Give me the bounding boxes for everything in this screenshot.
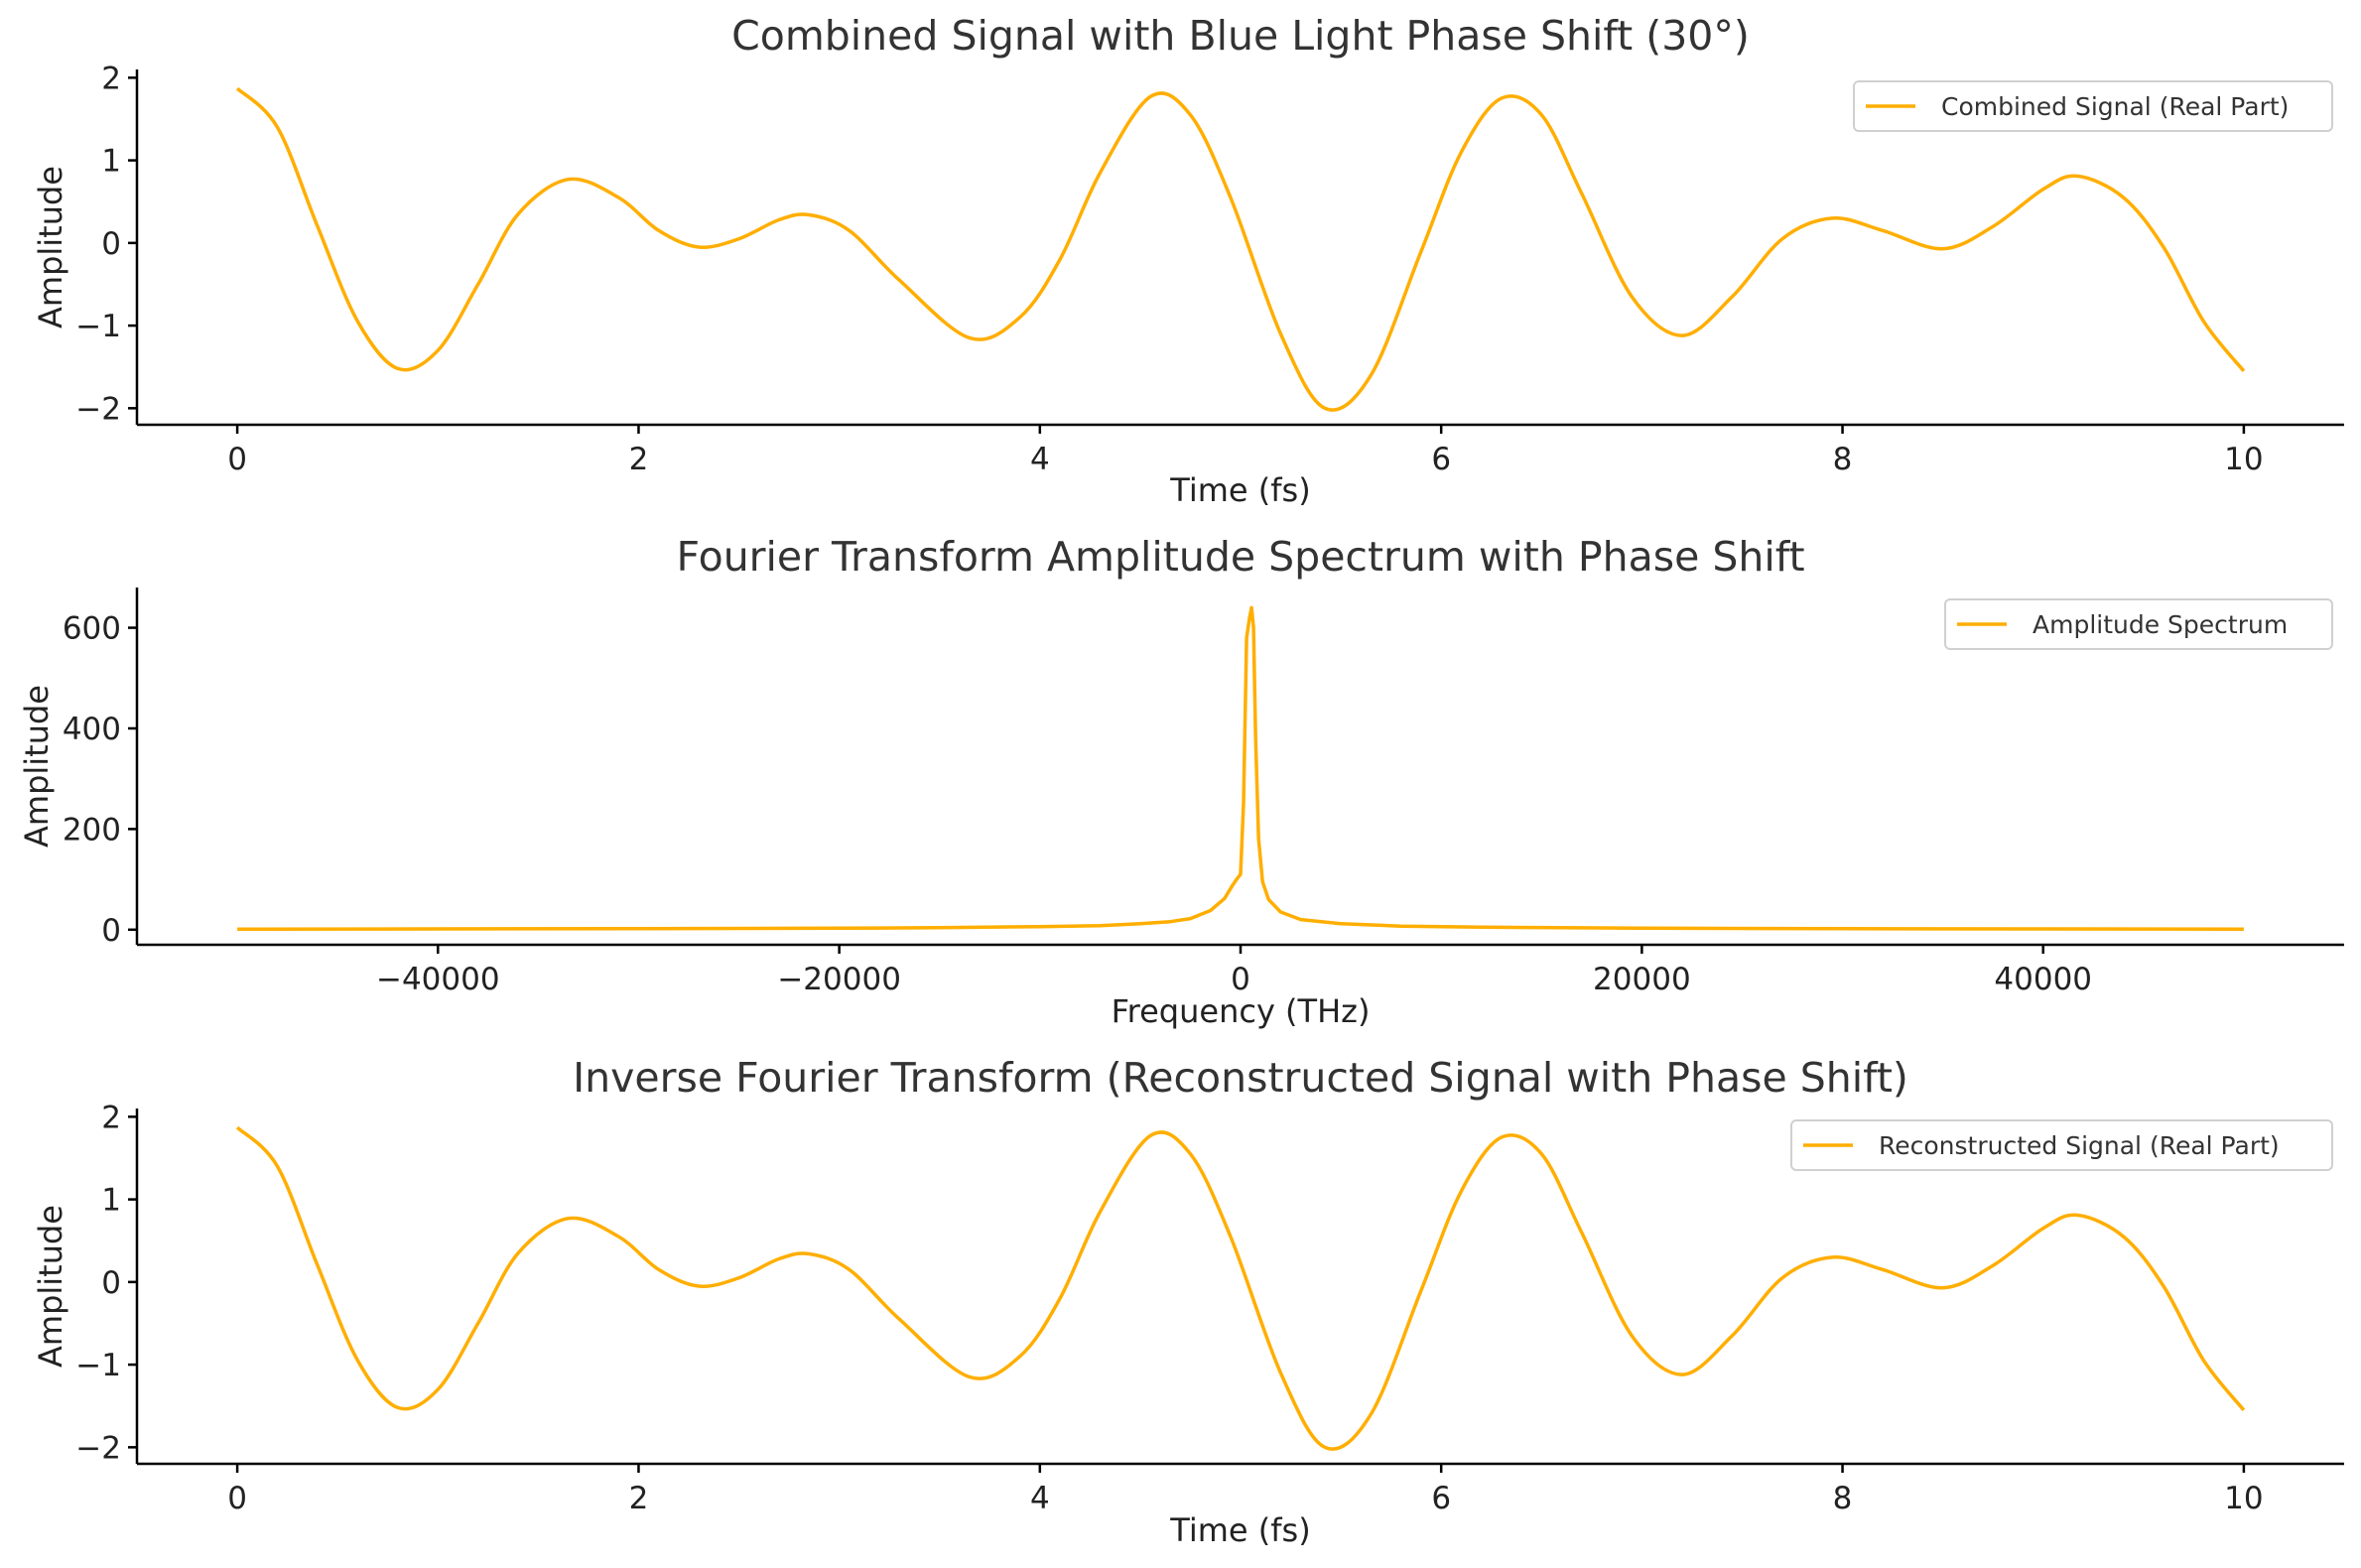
y-tick-label: 0 [101,913,121,949]
x-tick-label: 20000 [1593,962,1691,997]
legend: Amplitude Spectrum [1944,598,2333,650]
y-axis-label: Amplitude [32,1205,69,1368]
x-tick-label: 8 [1833,1481,1853,1516]
subplot-3: Inverse Fourier Transform (Reconstructed… [32,1054,2344,1549]
x-tick-label: 2 [629,442,649,477]
series-line [235,86,2246,412]
x-tick-label: 6 [1431,442,1451,477]
legend: Reconstructed Signal (Real Part) [1790,1119,2333,1171]
legend-box [1790,1119,2333,1171]
subplot-2: Fourier Transform Amplitude Spectrum wit… [18,533,2344,1030]
x-tick-label: 40000 [1994,962,2092,997]
x-tick-label: 0 [227,1481,247,1516]
y-axis-label: Amplitude [32,166,69,328]
y-tick-label: 0 [101,1265,121,1301]
chart-title: Combined Signal with Blue Light Phase Sh… [731,12,1750,60]
x-axis-label: Time (fs) [1169,471,1310,509]
y-tick-label: −1 [75,309,121,344]
y-tick-label: −2 [75,391,121,427]
x-tick-label: 0 [227,442,247,477]
x-tick-label: −20000 [777,962,901,997]
x-tick-label: −40000 [376,962,500,997]
chart-title: Inverse Fourier Transform (Reconstructed… [573,1054,1908,1102]
x-axis-label: Time (fs) [1169,1511,1310,1549]
legend-box [1853,80,2333,132]
y-tick-label: 0 [101,226,121,262]
chart-title: Fourier Transform Amplitude Spectrum wit… [676,533,1804,581]
legend-entry: Amplitude Spectrum [2033,610,2288,639]
y-tick-label: 1 [101,1183,121,1219]
legend-entry: Reconstructed Signal (Real Part) [1879,1131,2280,1160]
x-tick-label: 10 [2224,1481,2263,1516]
x-tick-label: 6 [1431,1481,1451,1516]
x-tick-label: 0 [1231,962,1250,997]
x-tick-label: 10 [2224,442,2263,477]
legend-box [1944,598,2333,650]
subplot-1: Combined Signal with Blue Light Phase Sh… [32,12,2344,509]
y-tick-label: 600 [63,611,121,647]
series-line [237,605,2244,932]
y-axis-label: Amplitude [18,685,56,848]
y-tick-label: 400 [63,712,121,747]
x-tick-label: 2 [629,1481,649,1516]
x-tick-label: 4 [1030,1481,1050,1516]
x-axis-label: Frequency (THz) [1112,992,1371,1030]
x-tick-label: 8 [1833,442,1853,477]
y-tick-label: −2 [75,1430,121,1466]
y-tick-label: −1 [75,1348,121,1383]
y-tick-label: 1 [101,144,121,180]
legend-entry: Combined Signal (Real Part) [1941,92,2289,121]
series-line [235,1125,2246,1451]
y-tick-label: 2 [101,61,121,96]
legend: Combined Signal (Real Part) [1853,80,2333,132]
y-tick-label: 2 [101,1100,121,1135]
x-tick-label: 4 [1030,442,1050,477]
y-tick-label: 200 [63,812,121,848]
